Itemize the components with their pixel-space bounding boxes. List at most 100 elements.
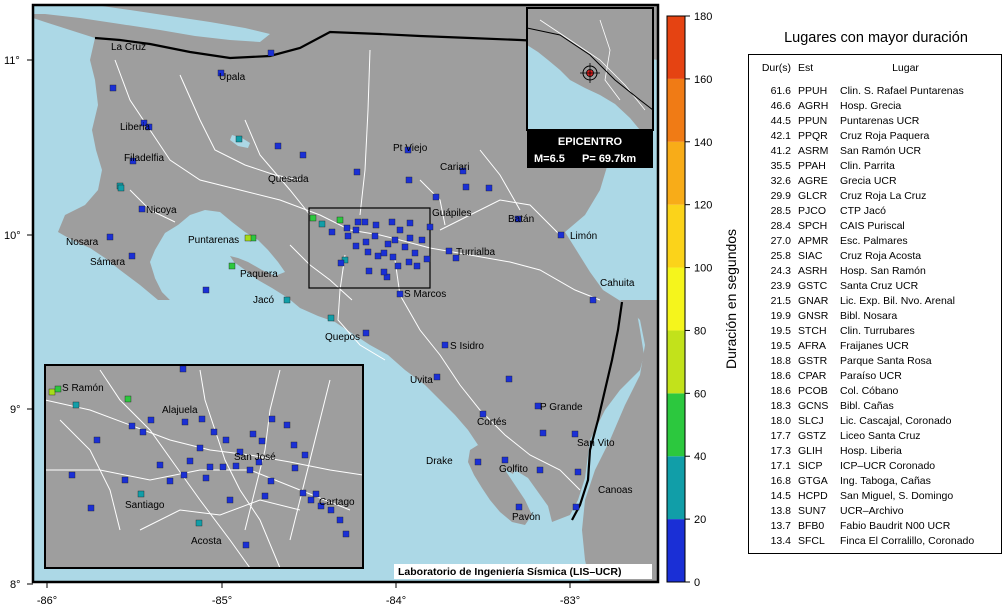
table-body: 61.6 PPUH Clin. S. Rafael Puntarenas 46.6 AG… <box>749 84 1001 549</box>
colorbar-segment <box>667 204 685 268</box>
station-marker <box>228 262 236 270</box>
station-marker <box>459 167 467 175</box>
cell-est: PPUH <box>798 85 828 97</box>
station-marker <box>195 519 203 527</box>
station-marker <box>137 490 145 498</box>
colorbar-segment <box>667 456 685 520</box>
cell-est: SLCJ <box>798 415 824 427</box>
station-marker <box>290 441 298 449</box>
station-marker <box>423 255 431 263</box>
cell-dur: 46.6 <box>770 100 791 112</box>
lon-tick-85: -85° <box>212 595 232 607</box>
colorbar-tick-label: 20 <box>694 514 706 526</box>
station-marker <box>226 496 234 504</box>
cell-dur: 14.5 <box>770 490 791 502</box>
cell-est: SFCL <box>798 535 825 547</box>
station-marker <box>380 268 388 276</box>
station-marker <box>255 458 263 466</box>
station-marker <box>574 468 582 476</box>
cell-lugar: Puntarenas UCR <box>840 115 920 127</box>
station-marker <box>406 234 414 242</box>
station-marker <box>474 458 482 466</box>
place-label: Limón <box>570 231 597 242</box>
table-row: 27.0 APMR Esc. Palmares <box>749 234 1001 249</box>
cell-est: SUN7 <box>798 505 827 517</box>
station-marker <box>309 214 317 222</box>
station-marker <box>261 492 269 500</box>
station-marker <box>121 476 129 484</box>
stations-inset <box>48 365 350 549</box>
axis-ticks <box>27 59 571 588</box>
station-marker <box>274 142 282 150</box>
cell-lugar: Cruz Roja La Cruz <box>840 190 927 202</box>
cell-lugar: Fabio Baudrit N00 UCR <box>840 520 951 532</box>
place-label: Nicoya <box>146 205 177 216</box>
station-marker <box>441 341 449 349</box>
cell-dur: 19.9 <box>770 310 791 322</box>
station-marker <box>138 205 146 213</box>
inset-place-label: S Ramón <box>62 383 104 394</box>
table-row: 46.6 AGRH Hosp. Grecia <box>749 99 1001 114</box>
station-marker <box>515 503 523 511</box>
cell-lugar: San Miguel, S. Domingo <box>840 490 954 502</box>
cell-lugar: Parque Santa Rosa <box>840 355 932 367</box>
lat-tick-11: 11° <box>4 55 20 67</box>
place-label: Paquera <box>240 269 278 280</box>
station-marker <box>327 314 335 322</box>
station-marker <box>301 451 309 459</box>
station-marker <box>186 457 194 465</box>
station-marker <box>352 226 360 234</box>
station-marker <box>87 504 95 512</box>
place-label: San Vito <box>577 438 615 449</box>
table-row: 25.8 SIAC Cruz Roja Acosta <box>749 249 1001 264</box>
station-marker <box>268 415 276 423</box>
place-label: Guápiles <box>432 208 471 219</box>
place-label: Golfito <box>499 464 528 475</box>
costa-rica-land <box>58 32 644 522</box>
cell-lugar: Cruz Roja Paquera <box>840 130 930 142</box>
station-marker <box>109 84 117 92</box>
station-marker <box>181 418 189 426</box>
cell-lugar: Santa Cruz UCR <box>840 280 919 292</box>
station-marker <box>106 233 114 241</box>
epicenter-inset: EPICENTRO M=6.5 P= 69.7km <box>526 7 654 168</box>
inset-place-label: Acosta <box>191 536 222 547</box>
station-marker <box>371 232 379 240</box>
inset-place-labels: S Ramón Alajuela San José Cartago Santiago Ac… <box>62 383 355 547</box>
cell-lugar: Liceo Santa Cruz <box>840 430 921 442</box>
table-row: 18.6 PCOB Col. Cóbano <box>749 384 1001 399</box>
station-marker <box>389 253 397 261</box>
lat-tick-9: 9° <box>10 404 21 416</box>
station-marker <box>364 248 372 256</box>
station-marker <box>362 238 370 246</box>
table-row: 21.5 GNAR Lic. Exp. Bil. Nvo. Arenal <box>749 294 1001 309</box>
station-marker <box>128 422 136 430</box>
colorbar-segment <box>667 16 685 79</box>
station-marker <box>166 477 174 485</box>
cell-dur: 27.0 <box>770 235 791 247</box>
cell-est: ASRH <box>798 265 828 277</box>
station-marker <box>418 236 426 244</box>
place-label: Quesada <box>268 174 309 185</box>
epicenter-depth: P= 69.7km <box>582 153 636 165</box>
station-marker <box>462 183 470 191</box>
cell-dur: 44.5 <box>770 115 791 127</box>
station-marker <box>514 215 522 223</box>
cell-lugar: Finca El Corralillo, Coronado <box>840 535 975 547</box>
colorbar-segment <box>667 393 685 457</box>
cell-lugar: Esc. Palmares <box>840 235 908 247</box>
station-marker <box>394 262 402 270</box>
cell-dur: 29.9 <box>770 190 791 202</box>
place-label: P Grande <box>540 402 583 413</box>
place-label: S Marcos <box>404 289 446 300</box>
station-marker <box>557 231 565 239</box>
inset-place-label: Cartago <box>319 497 355 508</box>
station-marker <box>344 232 352 240</box>
station-marker <box>337 259 345 267</box>
station-marker <box>380 249 388 257</box>
station-marker <box>180 471 188 479</box>
cell-est: AGRE <box>798 175 828 187</box>
lon-tick-83: -83° <box>560 595 580 607</box>
table-row: 44.5 PPUN Puntarenas UCR <box>749 114 1001 129</box>
detail-area-box <box>308 207 431 289</box>
